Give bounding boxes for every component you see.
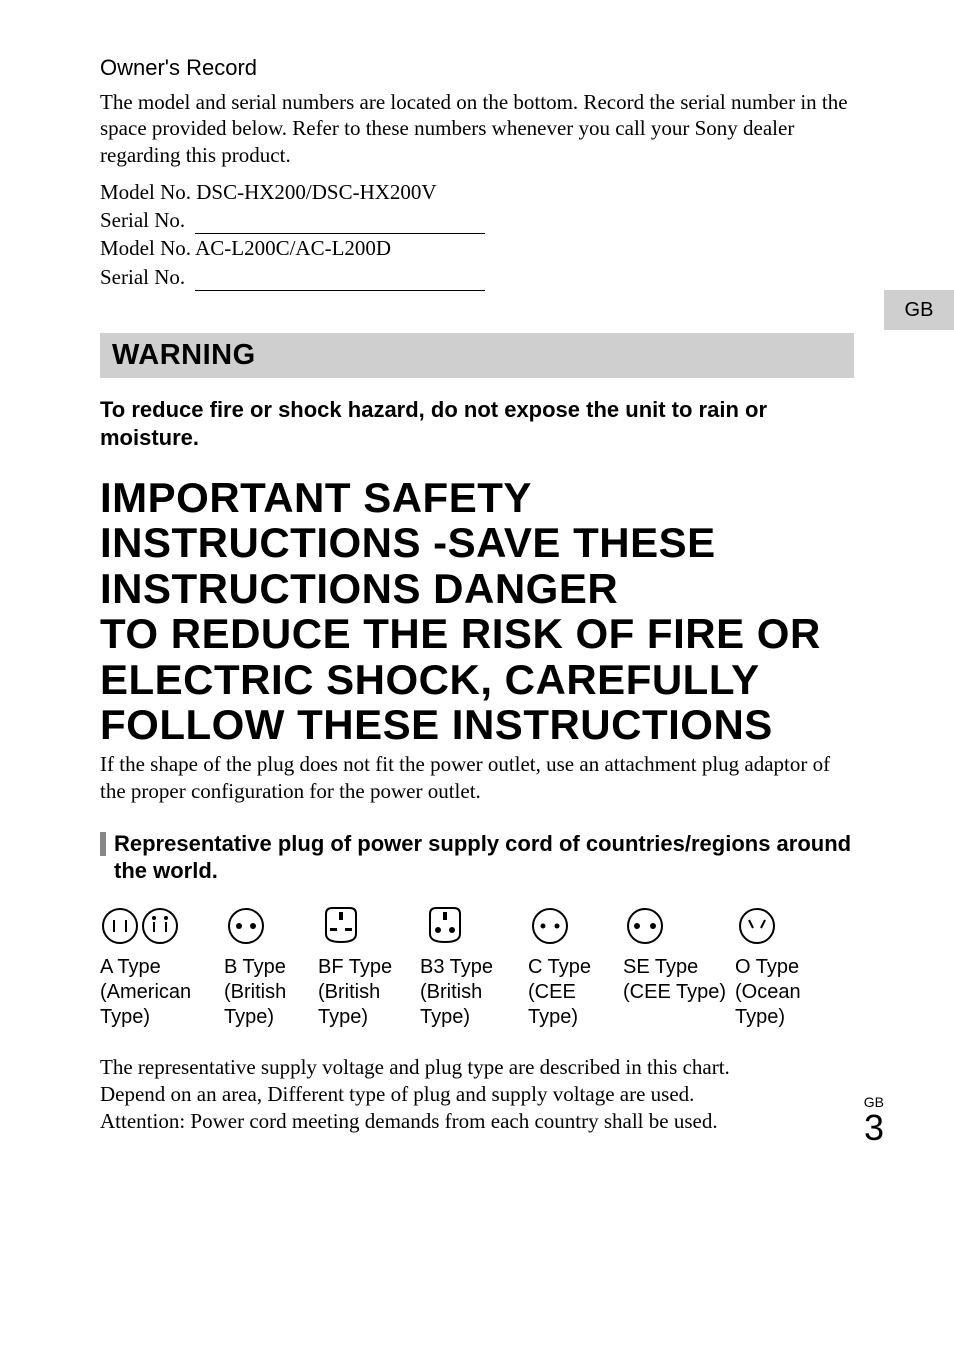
plug-a-desc: (American Type) bbox=[100, 980, 224, 1030]
model-no-1: Model No. DSC-HX200/DSC-HX200V bbox=[100, 178, 854, 206]
plug-subheading: Representative plug of power supply cord… bbox=[100, 830, 854, 885]
plug-col-a: A Type (American Type) bbox=[100, 903, 224, 1030]
plug-b3-name: B3 Type bbox=[420, 955, 528, 980]
plug-bf-desc: (British Type) bbox=[318, 980, 420, 1030]
plug-se-icon bbox=[623, 903, 735, 949]
gb-tab: GB bbox=[884, 290, 954, 330]
plug-note: If the shape of the plug does not fit th… bbox=[100, 751, 854, 804]
plug-o-name: O Type bbox=[735, 955, 825, 980]
warning-body: To reduce fire or shock hazard, do not e… bbox=[100, 396, 854, 451]
plug-b3-icon bbox=[420, 903, 528, 949]
warning-heading-box: WARNING bbox=[100, 333, 854, 378]
plug-col-b: B Type (British Type) bbox=[224, 903, 318, 1030]
plug-col-o: O Type (Ocean Type) bbox=[735, 903, 825, 1030]
plug-a-name: A Type bbox=[100, 955, 224, 980]
plug-col-se: SE Type (CEE Type) bbox=[623, 903, 735, 1030]
plug-c-desc: (CEE Type) bbox=[528, 980, 623, 1030]
serial-no-2-label: Serial No. bbox=[100, 263, 185, 291]
plug-c-name: C Type bbox=[528, 955, 623, 980]
plug-b-name: B Type bbox=[224, 955, 318, 980]
plug-c-icon bbox=[528, 903, 623, 949]
serial-no-1-row: Serial No. bbox=[100, 206, 854, 234]
page-footer: GB 3 bbox=[864, 1094, 884, 1146]
owners-record-title: Owner's Record bbox=[100, 55, 854, 81]
plug-b-icon bbox=[224, 903, 318, 949]
plug-bf-name: BF Type bbox=[318, 955, 420, 980]
plug-a-icon bbox=[100, 903, 224, 949]
plug-col-c: C Type (CEE Type) bbox=[528, 903, 623, 1030]
serial-no-2-row: Serial No. bbox=[100, 263, 854, 291]
serial-no-2-blank[interactable] bbox=[195, 273, 485, 291]
plug-se-desc: (CEE Type) bbox=[623, 980, 735, 1005]
model-no-2: Model No. AC-L200C/AC-L200D bbox=[100, 234, 854, 262]
plug-o-desc: (Ocean Type) bbox=[735, 980, 825, 1030]
plug-subheading-text: Representative plug of power supply cord… bbox=[114, 830, 854, 885]
accent-bar-icon bbox=[100, 832, 106, 856]
plug-bf-icon bbox=[318, 903, 420, 949]
plug-o-icon bbox=[735, 903, 825, 949]
footer-page-number: 3 bbox=[864, 1110, 884, 1146]
plug-table: A Type (American Type) B Type (British T… bbox=[100, 903, 854, 1030]
plug-b3-desc: (British Type) bbox=[420, 980, 528, 1030]
plug-se-name: SE Type bbox=[623, 955, 735, 980]
serial-no-1-blank[interactable] bbox=[195, 216, 485, 234]
warning-title: WARNING bbox=[112, 339, 842, 372]
owners-record-body: The model and serial numbers are located… bbox=[100, 89, 854, 168]
plug-col-bf: BF Type (British Type) bbox=[318, 903, 420, 1030]
plug-col-b3: B3 Type (British Type) bbox=[420, 903, 528, 1030]
plug-b-desc: (British Type) bbox=[224, 980, 318, 1030]
safety-heading: IMPORTANT SAFETY INSTRUCTIONS -SAVE THES… bbox=[100, 475, 854, 747]
chart-note: The representative supply voltage and pl… bbox=[100, 1054, 854, 1136]
serial-no-1-label: Serial No. bbox=[100, 206, 185, 234]
